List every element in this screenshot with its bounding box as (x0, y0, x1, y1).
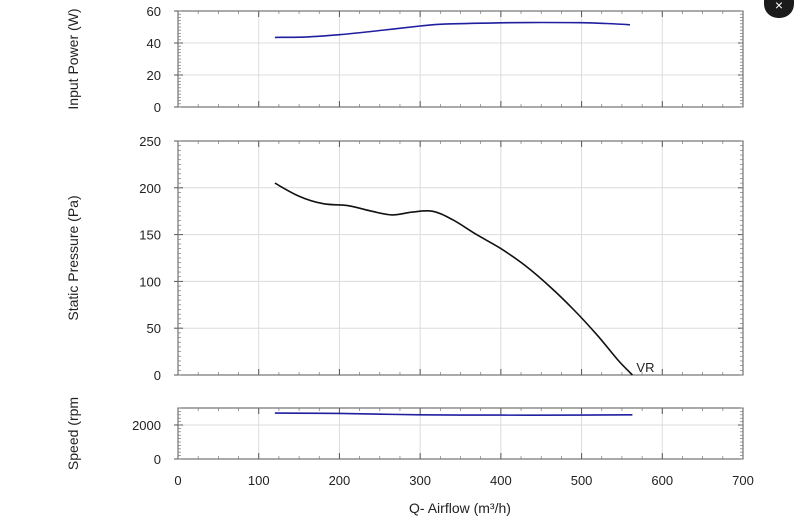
x-tick-label: 200 (329, 473, 351, 488)
y-tick-label: 2000 (132, 418, 161, 433)
series-line-speed (274, 412, 633, 416)
series-line-power (274, 21, 631, 39)
y-tick-label: 100 (139, 274, 161, 289)
series-line-pressure (274, 182, 633, 376)
tick-labels: 0 20 40 60 Input Power (W) 0 50 100 150 200 250 Sta… (65, 4, 754, 488)
close-icon: × (774, 0, 784, 13)
y-tick-label: 0 (154, 100, 161, 115)
x-axis-title: Q- Airflow (m³/h) (409, 500, 511, 516)
x-tick-label: 0 (174, 473, 181, 488)
ylabel-power: Input Power (W) (65, 8, 81, 109)
close-button[interactable]: × (764, 0, 794, 18)
axis-ticks (174, 10, 744, 460)
y-tick-label: 60 (147, 4, 161, 19)
y-tick-label: 150 (139, 228, 161, 243)
ylabel-pressure: Static Pressure (Pa) (65, 195, 81, 320)
panel-frame-power (177, 10, 744, 108)
grid-lines (178, 11, 743, 459)
y-tick-label: 0 (154, 452, 161, 467)
x-tick-label: 100 (248, 473, 270, 488)
x-tick-label: 700 (732, 473, 754, 488)
x-tick-label: 400 (490, 473, 512, 488)
y-tick-label: 0 (154, 368, 161, 383)
ylabel-speed: Speed (rpm (65, 397, 81, 470)
y-tick-label: 250 (139, 134, 161, 149)
y-tick-label: 40 (147, 36, 161, 51)
y-tick-label: 200 (139, 181, 161, 196)
series-label-pressure: VR (636, 360, 654, 375)
x-tick-label: 600 (651, 473, 673, 488)
x-tick-label: 300 (409, 473, 431, 488)
y-tick-label: 20 (147, 68, 161, 83)
data-series: VR (274, 21, 654, 416)
y-tick-label: 50 (147, 321, 161, 336)
panel-frame-pressure (177, 140, 744, 376)
x-tick-label: 500 (571, 473, 593, 488)
